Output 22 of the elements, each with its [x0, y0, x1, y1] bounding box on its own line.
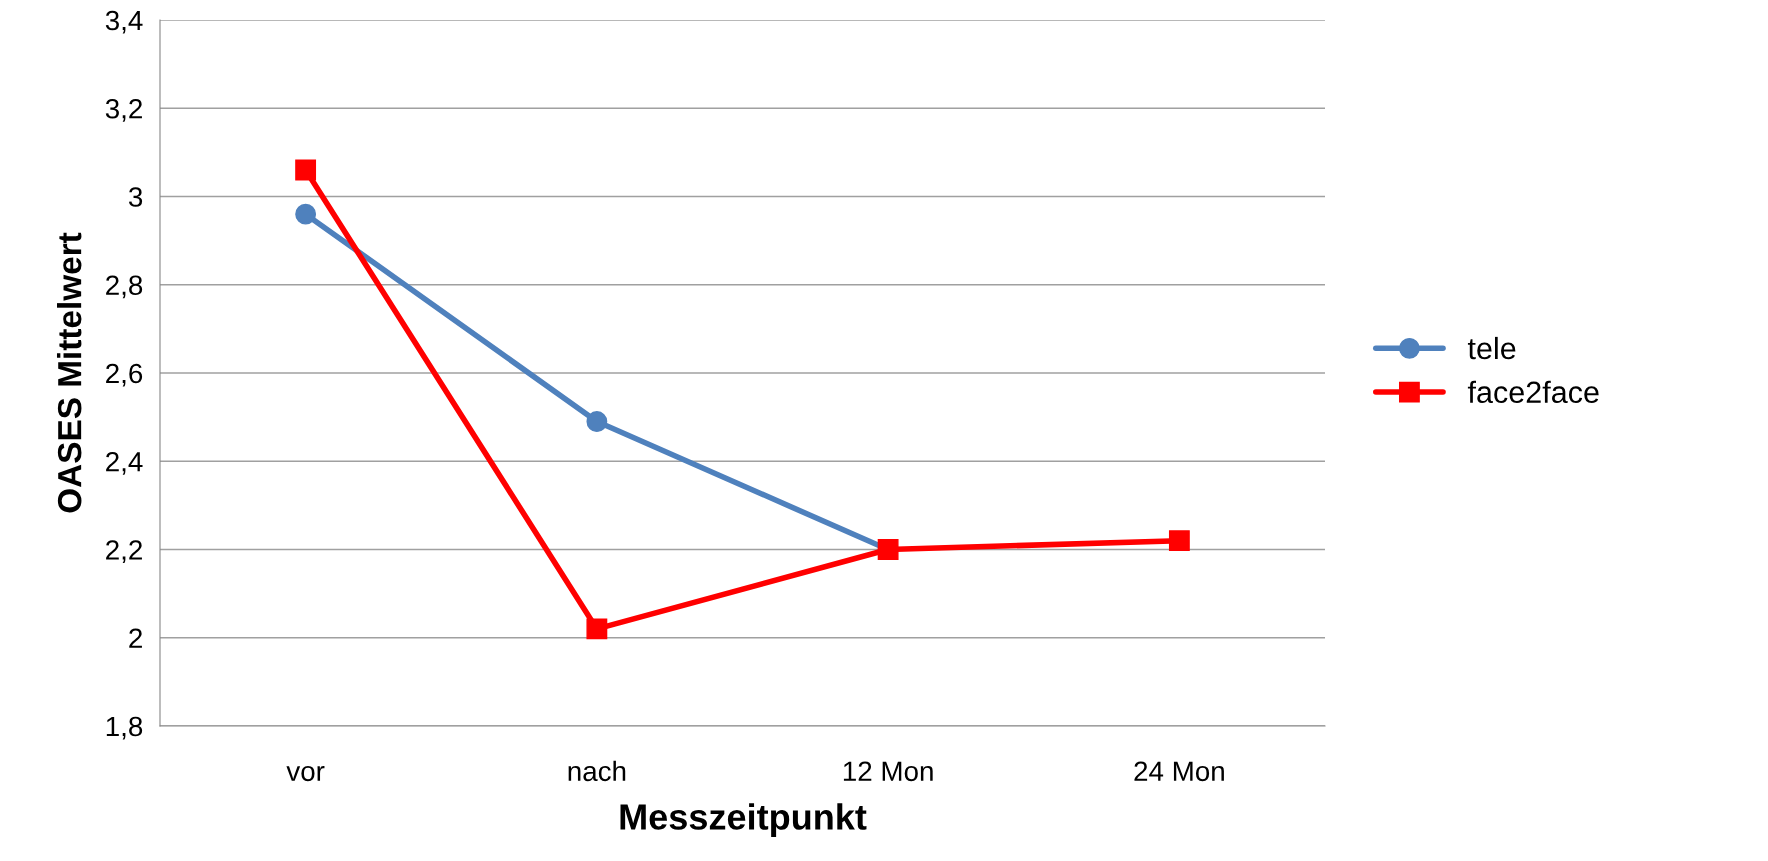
- point: [295, 159, 317, 181]
- x-tick-label: nach: [568, 760, 626, 782]
- y-tick-label: 1,8: [106, 716, 143, 740]
- x-tick-label: 12 Mon: [843, 761, 933, 782]
- legend-label: face2face: [1467, 380, 1599, 404]
- point: [1168, 530, 1190, 552]
- y-tick-label: 2,6: [106, 363, 143, 387]
- legend-label: tele: [1467, 336, 1516, 360]
- y-tick-label: 3: [128, 187, 143, 207]
- x-axis-title: Messzeitpunkt: [620, 803, 867, 837]
- y-axis-title: OASES Mittelwert: [56, 232, 82, 513]
- y-tick-label: 2,2: [106, 540, 142, 564]
- y-tick-label: 2: [129, 628, 142, 648]
- x-tick-label: 24 Mon: [1134, 761, 1224, 782]
- point: [586, 411, 608, 432]
- point: [586, 618, 608, 640]
- x-tick-label: vor: [286, 765, 325, 782]
- point: [295, 203, 317, 225]
- y-tick-label: 3,4: [105, 10, 143, 34]
- y-tick-label: 2,8: [106, 275, 143, 299]
- y-tick-label: 2,4: [106, 451, 143, 475]
- y-tick-label: 3,2: [105, 98, 142, 122]
